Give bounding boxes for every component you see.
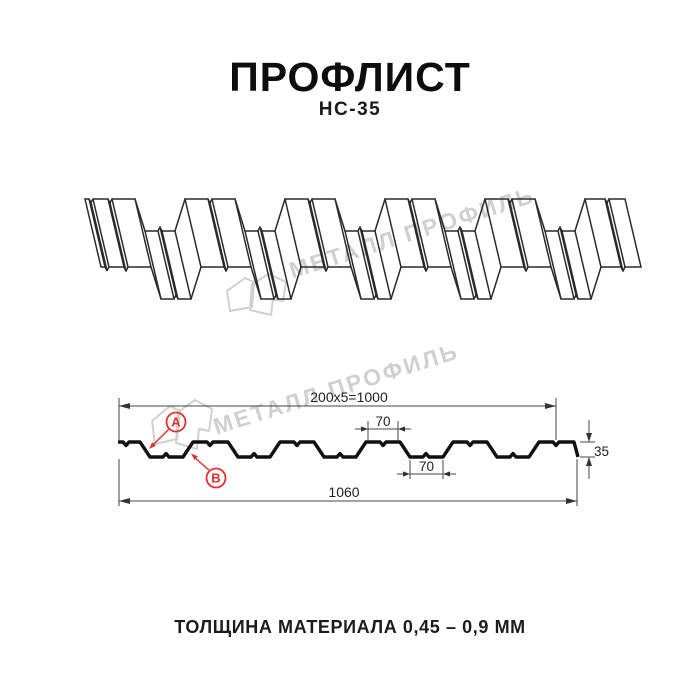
material-thickness-note: ТОЛЩИНА МАТЕРИАЛА 0,45 – 0,9 ММ [174, 617, 526, 637]
dim-label-top-flange: 70 [375, 414, 390, 429]
profile-model-name: НС-35 [318, 99, 382, 120]
callout-a-letter: A [171, 415, 181, 430]
callout-b-letter: B [211, 471, 220, 486]
dimension-arrowheads [119, 403, 592, 504]
profile-3d-drawing [84, 198, 642, 300]
dim-label-top-total: 200x5=1000 [310, 389, 388, 405]
dim-label-bottom-flange: 70 [419, 459, 434, 474]
callout-b: B [191, 453, 227, 489]
dim-label-overall-width: 1060 [328, 484, 359, 500]
brand-logo-watermark-icon [149, 398, 215, 457]
cross-section-drawing [118, 440, 580, 459]
page-title: ПРОФЛИСТ [229, 54, 471, 100]
callout-a: A [149, 411, 187, 449]
dim-label-height: 35 [594, 444, 609, 459]
